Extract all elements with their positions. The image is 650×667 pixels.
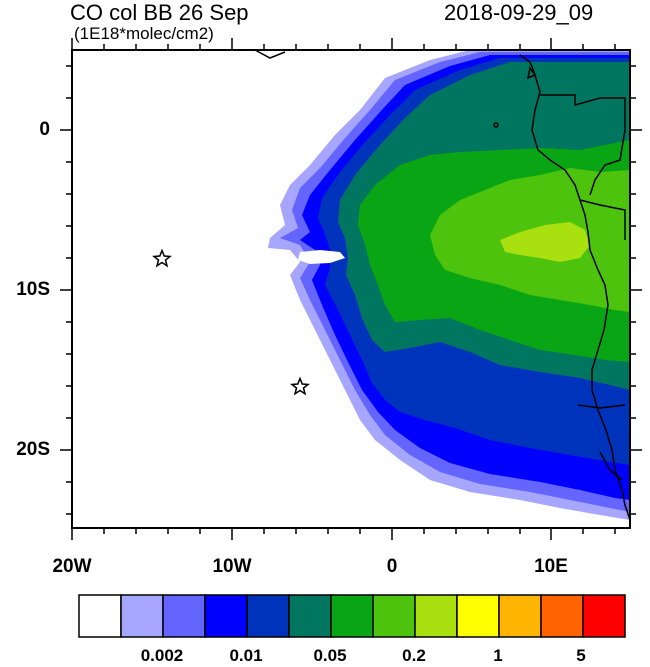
lat-tick-label: 10S [16,279,50,300]
colorbar-label: 0.002 [140,646,184,665]
country-border [579,199,626,240]
colorbar-swatch [78,594,122,638]
coastline-borders [254,49,631,521]
station-markers [152,248,310,396]
colorbar-label: 1 [493,646,503,665]
lon-tick-label: 20W [52,556,92,577]
colorbar [78,594,626,638]
colorbar-swatch [582,594,626,638]
africa-coastline [519,54,631,521]
colorbar-swatch [246,594,290,638]
timestamp-label: 2018-09-29_09 [444,0,594,25]
colorbar-swatch [120,594,164,638]
island [493,122,499,128]
field-level-a8e010 [500,222,590,262]
lat-tick-label: 20S [16,439,50,460]
colorbar-swatch [540,594,584,638]
lon-tick-label: 10E [534,556,568,577]
tick-marks [60,38,642,540]
colorbar-swatch [456,594,500,638]
plot-frame [71,49,631,529]
country-border [599,451,623,481]
colorbar-swatch [162,594,206,638]
lon-tick-label: 0 [386,556,398,577]
colorbar-swatch [330,594,374,638]
colorbar-label: 0.01 [229,646,263,665]
star-marker [290,376,310,396]
country-border [577,404,626,409]
co-concentration-field [268,50,630,520]
colorbar-swatch [372,594,416,638]
colorbar-swatch [204,594,248,638]
clear-air-gap [298,250,345,264]
map-title: CO col BB 26 Sep [70,0,249,25]
colorbar-swatch [498,594,542,638]
country-border [254,49,286,59]
units-label: (1E18*molec/cm2) [74,24,214,43]
colorbar-label: 5 [576,646,586,665]
country-border [526,66,537,80]
lat-tick-label: 0 [39,119,50,140]
colorbar-swatch [288,594,332,638]
colorbar-label: 0.2 [402,646,426,665]
colorbar-label: 0.05 [313,646,347,665]
star-marker [152,248,172,268]
colorbar-swatch [414,594,458,638]
lon-tick-label: 10W [212,556,252,577]
country-border [540,94,626,196]
